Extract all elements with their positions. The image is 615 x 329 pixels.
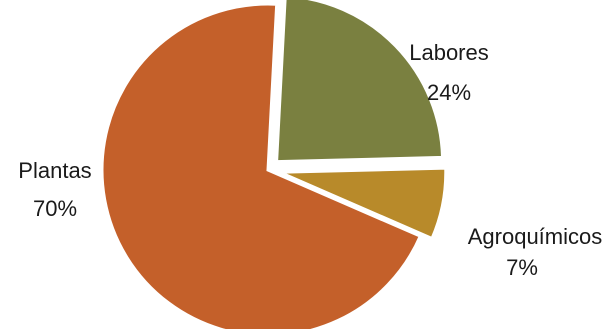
pie-slice-agroquimicos [279, 166, 448, 241]
slice-value-labores: 24% [427, 80, 471, 105]
slice-label-plantas: Plantas [18, 158, 91, 183]
slice-value-plantas: 70% [33, 196, 77, 221]
slice-label-agroquimicos: Agroquímicos [468, 224, 603, 249]
labels-layer: Labores 24% Agroquímicos 7% Plantas 70% [18, 40, 602, 280]
pie-slice-labores [275, 0, 445, 164]
slice-label-labores: Labores [409, 40, 489, 65]
pie-slice-plantas [100, 2, 423, 329]
slice-value-agroquimicos: 7% [506, 255, 538, 280]
slices-layer [100, 0, 448, 329]
